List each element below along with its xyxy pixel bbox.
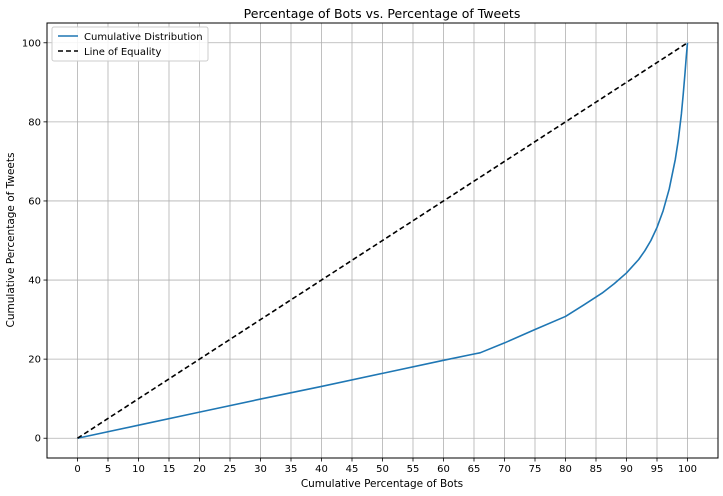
- x-tick-label: 25: [224, 464, 237, 475]
- x-tick-label: 60: [437, 464, 450, 475]
- y-tick-label: 100: [22, 38, 41, 49]
- x-tick-label: 20: [193, 464, 206, 475]
- y-axis-label: Cumulative Percentage of Tweets: [5, 153, 17, 328]
- grid: [47, 23, 718, 458]
- x-tick-label: 95: [651, 464, 664, 475]
- axis-ticks: 0 5 10 15 20 25 30 35 40 45 50 55 60 65 70 75 80 85 90 95 10…: [22, 38, 697, 475]
- x-tick-label: 80: [559, 464, 572, 475]
- chart-title: Percentage of Bots vs. Percentage of Twe…: [244, 6, 521, 21]
- x-tick-label: 100: [678, 464, 697, 475]
- x-tick-label: 85: [590, 464, 603, 475]
- x-tick-label: 50: [376, 464, 389, 475]
- x-tick-label: 10: [132, 464, 145, 475]
- y-tick-label: 80: [28, 117, 41, 128]
- x-tick-label: 35: [285, 464, 298, 475]
- x-tick-label: 0: [74, 464, 80, 475]
- legend: Cumulative Distribution Line of Equality: [51, 26, 209, 62]
- y-tick-label: 40: [28, 276, 41, 287]
- x-tick-label: 65: [468, 464, 481, 475]
- legend-label-equality: Line of Equality: [84, 47, 161, 58]
- plot-series: [77, 42, 689, 440]
- y-tick-label: 20: [28, 355, 41, 366]
- x-tick-label: 45: [346, 464, 359, 475]
- x-tick-label: 5: [105, 464, 111, 475]
- x-tick-label: 40: [315, 464, 328, 475]
- x-axis-label: Cumulative Percentage of Bots: [301, 478, 463, 490]
- y-tick-label: 60: [28, 196, 41, 207]
- x-tick-label: 75: [529, 464, 542, 475]
- cumulative-distribution-line: [77, 42, 689, 440]
- x-tick-label: 55: [407, 464, 420, 475]
- x-tick-label: 90: [620, 464, 633, 475]
- x-tick-label: 15: [163, 464, 176, 475]
- x-tick-label: 70: [498, 464, 511, 475]
- x-tick-label: 30: [254, 464, 267, 475]
- legend-label-cumulative: Cumulative Distribution: [84, 32, 203, 43]
- line-of-equality: [77, 42, 688, 439]
- y-tick-label: 0: [35, 434, 41, 445]
- legend-box: [51, 26, 209, 62]
